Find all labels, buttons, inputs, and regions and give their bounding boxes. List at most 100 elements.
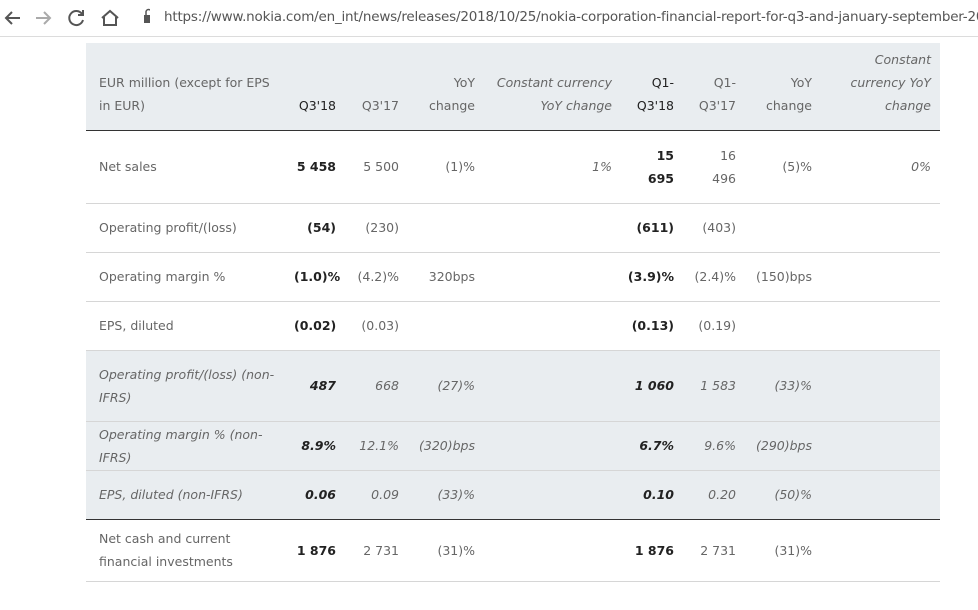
column-header: Q3'18: [298, 97, 336, 113]
table-cell: 1 876: [296, 542, 336, 558]
table-cell: 5 500: [363, 159, 399, 174]
table-cell: 668: [375, 378, 399, 393]
table-cell: (611): [636, 220, 674, 235]
table-cell: [821, 519, 940, 581]
column-header: Constant currency YoY change: [496, 74, 612, 113]
table-cell: [821, 470, 940, 519]
lock-icon: [144, 15, 150, 23]
table-cell: 0.06: [305, 487, 336, 502]
table-row: Operating margin % (non-IFRS) 8.9% 12.1% (3…: [86, 421, 940, 470]
table-cell: 6.7%: [639, 438, 674, 453]
table-cell: (33)%: [774, 378, 812, 393]
table-row: Net sales 5 458 5 500 (1)% 1% 15 695 16 496 (5)…: [86, 130, 940, 203]
table-cell: [821, 252, 940, 301]
column-header: Q1-Q3'18: [636, 74, 674, 113]
table-cell: (0.02): [294, 318, 337, 333]
table-cell: 0.09: [371, 487, 399, 502]
table-row: EPS, diluted (0.02) (0.03) (0.13) (0.19): [86, 301, 940, 350]
column-header: Q3'17: [361, 97, 399, 113]
table-cell: (0.13): [631, 318, 674, 333]
row-label: Operating profit/(loss) (non-IFRS): [99, 366, 275, 405]
table-cell: (0.03): [361, 318, 399, 333]
table-cell: (27)%: [437, 378, 475, 393]
table-cell: 12.1%: [359, 438, 399, 453]
table-cell: 15 695: [647, 147, 674, 186]
table-row: Operating profit/(loss) (non-IFRS) 487 668…: [86, 350, 940, 421]
financial-table: EUR million (except for EPS in EUR) Q3'18…: [86, 43, 940, 582]
table-cell: (54): [307, 220, 336, 235]
table-cell: [745, 301, 821, 350]
forward-button[interactable]: [36, 11, 52, 25]
home-button[interactable]: [101, 9, 119, 26]
row-label: Operating margin % (non-IFRS): [99, 426, 263, 465]
table-row: Operating profit/(loss) (54) (230) (611) (40…: [86, 203, 940, 252]
table-cell: (403): [702, 220, 736, 235]
table-cell: (150)bps: [756, 269, 812, 284]
browser-toolbar: https://www.nokia.com/en_int/news/releas…: [0, 0, 978, 37]
table-cell: [821, 350, 940, 421]
nav-icons: [4, 8, 150, 27]
table-row: EPS, diluted (non-IFRS) 0.06 0.09 (33)% 0.10…: [86, 470, 940, 519]
table-cell: [484, 252, 621, 301]
table-cell: (290)bps: [756, 438, 812, 453]
table-cell: [484, 350, 621, 421]
table-cell: (0.19): [698, 318, 736, 333]
column-header: YoY change: [765, 74, 812, 113]
column-header: YoY change: [428, 74, 475, 113]
table-cell: [821, 203, 940, 252]
table-cell: (33)%: [437, 487, 475, 502]
row-label: Operating profit/(loss): [99, 220, 237, 235]
table-cell: 0.10: [643, 487, 674, 502]
table-cell: [745, 203, 821, 252]
table-cell: (320)bps: [419, 438, 475, 453]
header-row: EUR million (except for EPS in EUR) Q3'18…: [86, 43, 940, 130]
table-cell: 2 731: [700, 542, 736, 558]
table-cell: (31)%: [774, 542, 812, 558]
url-bar[interactable]: https://www.nokia.com/en_int/news/releas…: [164, 9, 978, 25]
row-label: Net sales: [99, 159, 157, 174]
table-cell: 1 876: [634, 542, 674, 558]
table-cell: 1%: [592, 159, 612, 174]
table-cell: [484, 519, 621, 581]
table-cell: (5)%: [782, 159, 812, 174]
table-row: Operating margin % (1.0)% (4.2)% 320bps (3.9…: [86, 252, 940, 301]
table-cell: 2 731: [363, 542, 399, 558]
table-cell: 1 583: [700, 378, 736, 393]
table-cell: (4.2)%: [357, 269, 399, 284]
row-label: Operating margin %: [99, 269, 226, 284]
table-cell: (3.9)%: [627, 269, 674, 284]
column-header: Constant currency YoY change: [850, 51, 931, 113]
table-cell: 0%: [911, 159, 931, 174]
table-cell: (50)%: [774, 487, 812, 502]
table-cell: 320bps: [428, 269, 475, 284]
table-cell: [408, 301, 484, 350]
table-cell: (1.0)%: [294, 269, 341, 284]
table-cell: 0.20: [708, 487, 736, 502]
row-label: Net cash and current financial investmen…: [99, 531, 233, 569]
row-label: EPS, diluted (non-IFRS): [99, 487, 243, 502]
back-button[interactable]: [4, 11, 20, 25]
table-cell: [484, 421, 621, 470]
table-cell: [484, 470, 621, 519]
table-cell: 1 060: [634, 378, 674, 393]
table-cell: 487: [309, 378, 336, 393]
table-cell: (1)%: [445, 159, 475, 174]
table-cell: [821, 301, 940, 350]
table-cell: [484, 203, 621, 252]
table-cell: [484, 301, 621, 350]
table-cell: [821, 421, 940, 470]
table-cell: 8.9%: [301, 438, 336, 453]
table-cell: (230): [365, 220, 399, 235]
reload-button[interactable]: [68, 10, 84, 27]
table-cell: 9.6%: [704, 438, 736, 453]
table-cell: 16 496: [712, 147, 736, 186]
row-label: EPS, diluted: [99, 318, 174, 333]
table-cell: (31)%: [437, 542, 475, 558]
table-cell: 5 458: [296, 159, 336, 174]
column-header: Q1-Q3'17: [698, 74, 736, 113]
table-cell: (2.4)%: [694, 269, 736, 284]
table-row: Net cash and current financial investmen…: [86, 519, 940, 581]
table-cell: [408, 203, 484, 252]
column-header: EUR million (except for EPS in EUR): [99, 74, 270, 113]
